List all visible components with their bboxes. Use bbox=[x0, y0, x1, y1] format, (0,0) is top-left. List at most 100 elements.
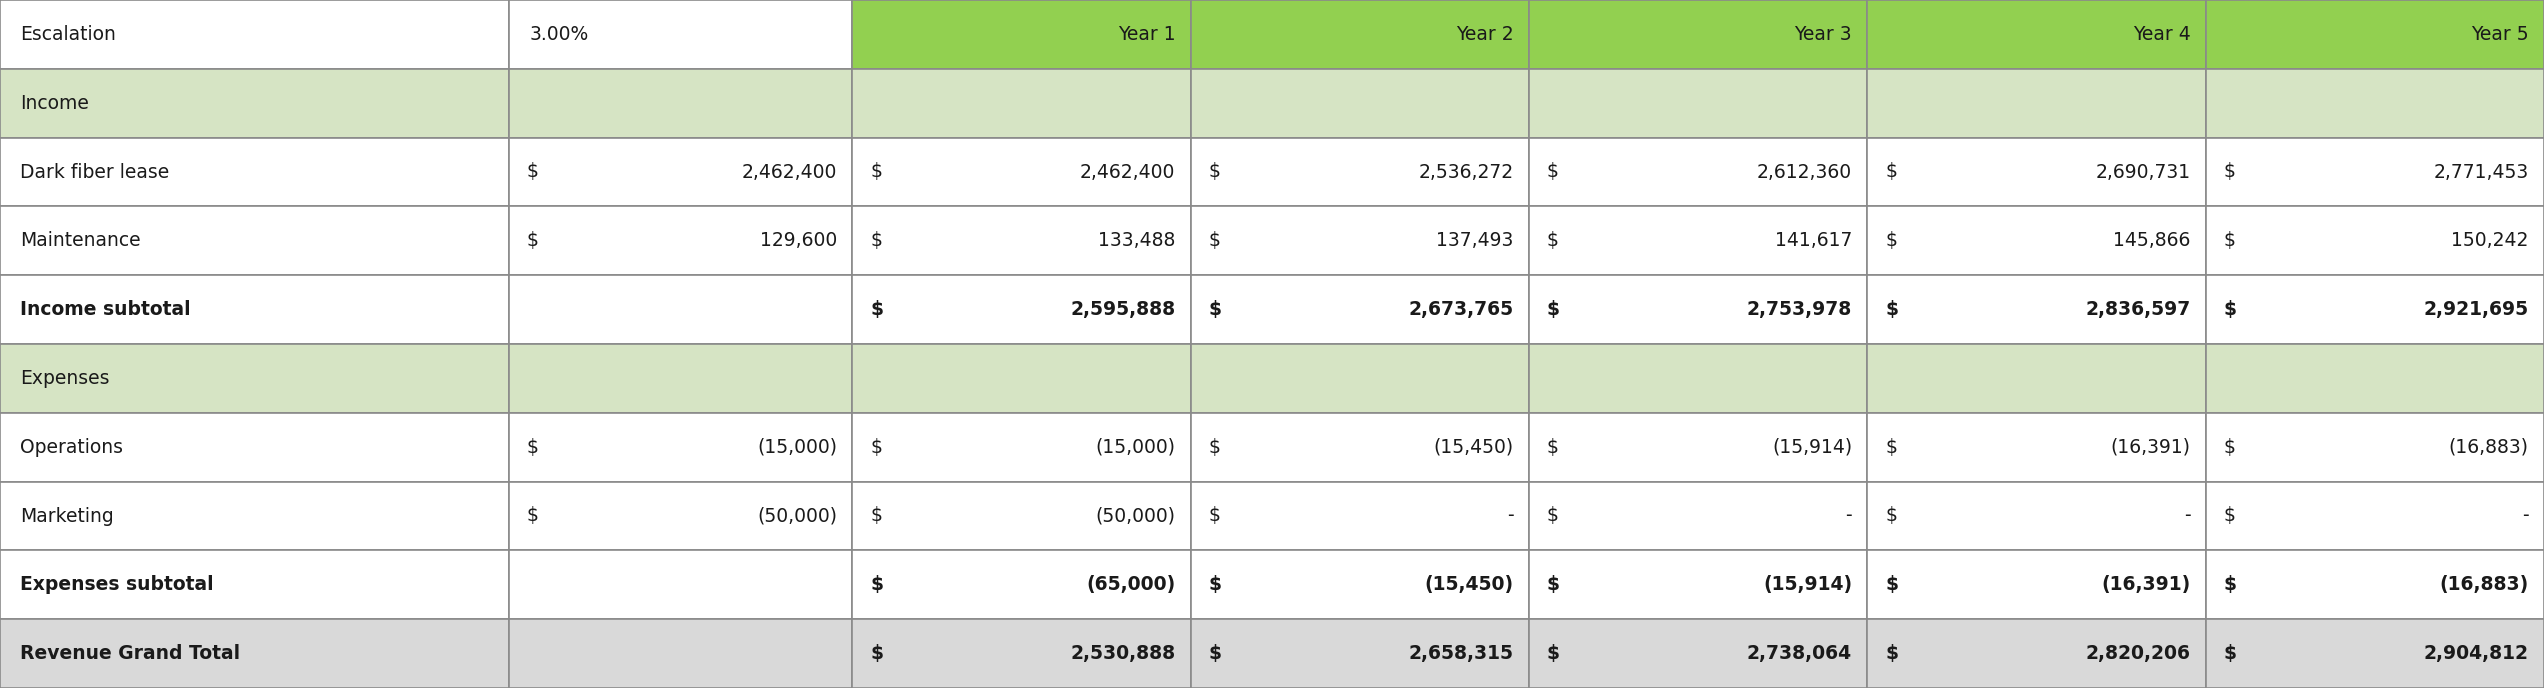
Bar bbox=[2206, 69, 2544, 138]
Bar bbox=[1867, 619, 2206, 688]
Bar bbox=[1191, 275, 1529, 344]
Text: $: $ bbox=[1208, 231, 1221, 250]
Text: (16,883): (16,883) bbox=[2440, 575, 2529, 594]
Bar bbox=[509, 275, 852, 344]
Bar bbox=[1529, 138, 1867, 206]
Text: 2,753,978: 2,753,978 bbox=[1748, 300, 1852, 319]
Bar bbox=[1867, 275, 2206, 344]
Text: $: $ bbox=[2223, 300, 2236, 319]
Text: 129,600: 129,600 bbox=[761, 231, 837, 250]
Bar bbox=[1529, 344, 1867, 413]
Text: $: $ bbox=[1547, 575, 1559, 594]
Bar bbox=[852, 619, 1191, 688]
Text: 2,462,400: 2,462,400 bbox=[1081, 162, 1175, 182]
Bar bbox=[1867, 550, 2206, 619]
Text: 137,493: 137,493 bbox=[1437, 231, 1514, 250]
Bar bbox=[852, 0, 1191, 69]
Bar bbox=[852, 482, 1191, 550]
Text: 2,820,206: 2,820,206 bbox=[2086, 644, 2190, 663]
Text: Marketing: Marketing bbox=[20, 506, 114, 526]
Text: (50,000): (50,000) bbox=[758, 506, 837, 526]
Bar bbox=[1191, 69, 1529, 138]
Bar bbox=[1191, 138, 1529, 206]
Text: $: $ bbox=[1547, 231, 1559, 250]
Text: $: $ bbox=[2223, 644, 2236, 663]
Bar bbox=[1867, 206, 2206, 275]
Bar bbox=[1191, 0, 1529, 69]
Text: (15,000): (15,000) bbox=[1096, 438, 1175, 457]
Bar bbox=[1529, 275, 1867, 344]
Bar bbox=[0, 69, 509, 138]
Text: Income: Income bbox=[20, 94, 89, 113]
Text: $: $ bbox=[1208, 300, 1221, 319]
Text: $: $ bbox=[870, 300, 883, 319]
Text: $: $ bbox=[1885, 300, 1898, 319]
Text: $: $ bbox=[1208, 644, 1221, 663]
Text: $: $ bbox=[870, 162, 883, 182]
Text: 2,921,695: 2,921,695 bbox=[2424, 300, 2529, 319]
Text: Maintenance: Maintenance bbox=[20, 231, 140, 250]
Text: Year 1: Year 1 bbox=[1117, 25, 1175, 44]
Bar bbox=[509, 0, 852, 69]
Text: -: - bbox=[1506, 506, 1514, 526]
Text: -: - bbox=[2183, 506, 2190, 526]
Bar bbox=[0, 138, 509, 206]
Text: 2,738,064: 2,738,064 bbox=[1748, 644, 1852, 663]
Text: -: - bbox=[2521, 506, 2529, 526]
Text: 133,488: 133,488 bbox=[1099, 231, 1175, 250]
Bar bbox=[509, 482, 852, 550]
Bar bbox=[509, 619, 852, 688]
Text: $: $ bbox=[1547, 644, 1559, 663]
Text: (16,391): (16,391) bbox=[2101, 575, 2190, 594]
Text: 2,771,453: 2,771,453 bbox=[2435, 162, 2529, 182]
Bar bbox=[852, 206, 1191, 275]
Bar bbox=[2206, 138, 2544, 206]
Text: Year 5: Year 5 bbox=[2470, 25, 2529, 44]
Text: (15,914): (15,914) bbox=[1773, 438, 1852, 457]
Bar bbox=[0, 619, 509, 688]
Bar bbox=[0, 0, 509, 69]
Text: 2,530,888: 2,530,888 bbox=[1071, 644, 1175, 663]
Text: (16,391): (16,391) bbox=[2112, 438, 2190, 457]
Bar bbox=[852, 550, 1191, 619]
Bar bbox=[1867, 0, 2206, 69]
Text: $: $ bbox=[2223, 506, 2236, 526]
Bar bbox=[0, 413, 509, 482]
Text: 2,904,812: 2,904,812 bbox=[2424, 644, 2529, 663]
Text: $: $ bbox=[1885, 162, 1898, 182]
Bar bbox=[509, 138, 852, 206]
Bar bbox=[852, 275, 1191, 344]
Text: $: $ bbox=[2223, 575, 2236, 594]
Text: $: $ bbox=[1547, 300, 1559, 319]
Text: 2,536,272: 2,536,272 bbox=[1420, 162, 1514, 182]
Text: $: $ bbox=[527, 231, 539, 250]
Bar bbox=[2206, 344, 2544, 413]
Bar bbox=[509, 413, 852, 482]
Text: $: $ bbox=[870, 575, 883, 594]
Bar bbox=[2206, 619, 2544, 688]
Text: $: $ bbox=[870, 506, 883, 526]
Text: (15,914): (15,914) bbox=[1763, 575, 1852, 594]
Text: (15,000): (15,000) bbox=[758, 438, 837, 457]
Bar bbox=[1529, 206, 1867, 275]
Text: $: $ bbox=[1208, 438, 1221, 457]
Text: 2,836,597: 2,836,597 bbox=[2086, 300, 2190, 319]
Text: $: $ bbox=[1208, 506, 1221, 526]
Bar bbox=[1529, 69, 1867, 138]
Text: Year 2: Year 2 bbox=[1455, 25, 1514, 44]
Bar bbox=[2206, 206, 2544, 275]
Text: (65,000): (65,000) bbox=[1086, 575, 1175, 594]
Text: Expenses: Expenses bbox=[20, 369, 109, 388]
Text: 2,462,400: 2,462,400 bbox=[743, 162, 837, 182]
Text: 141,617: 141,617 bbox=[1776, 231, 1852, 250]
Text: (15,450): (15,450) bbox=[1435, 438, 1514, 457]
Text: $: $ bbox=[527, 438, 539, 457]
Bar bbox=[1191, 550, 1529, 619]
Bar bbox=[0, 344, 509, 413]
Text: $: $ bbox=[1885, 506, 1898, 526]
Bar bbox=[1191, 206, 1529, 275]
Text: $: $ bbox=[1885, 438, 1898, 457]
Bar bbox=[1529, 482, 1867, 550]
Text: $: $ bbox=[2223, 162, 2236, 182]
Bar bbox=[2206, 275, 2544, 344]
